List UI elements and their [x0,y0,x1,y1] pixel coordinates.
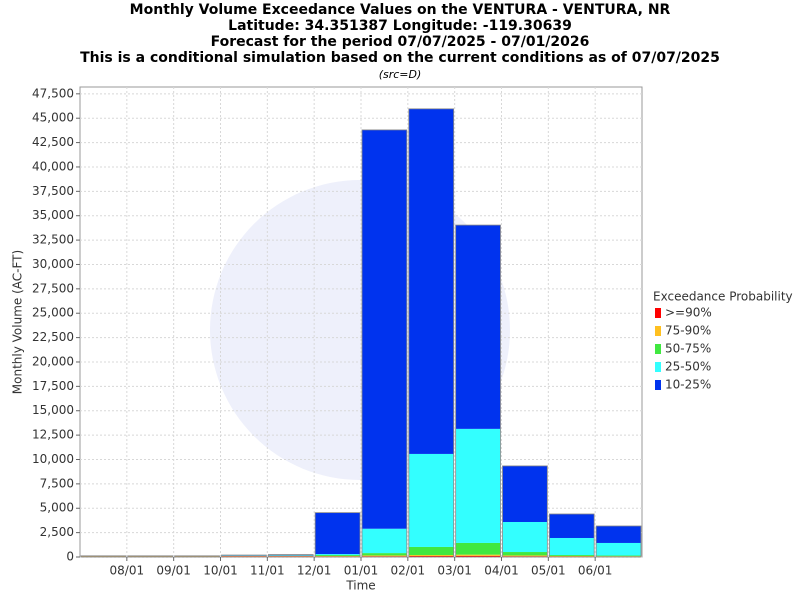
bar-segment [455,554,501,556]
bar-segment [315,554,360,556]
bar-outline [361,129,408,558]
x-axis-label: Time [345,579,375,593]
bar-segment [408,555,454,557]
x-tick-label: 12/01 [297,564,332,578]
bar-segment [596,525,641,543]
legend-label: 75-90% [665,324,711,338]
bar-outline [127,555,174,558]
legend-label: >=90% [665,306,712,320]
bar-segment [362,555,407,557]
bar-segment [549,555,595,557]
bar-segment [549,513,595,538]
y-tick-label: 17,500 [32,379,74,393]
bar-outline [174,555,220,558]
bar-segment [596,542,641,556]
bar-segment [315,555,360,557]
x-tick-label: 02/01 [391,564,426,578]
bar-outline [455,224,501,558]
y-tick-label: 15,000 [32,403,74,417]
bar-segment [408,453,454,547]
title-line: Forecast for the period 07/07/2025 - 07/… [211,34,590,50]
bar-segment [502,465,548,522]
bar-segment [502,555,548,557]
x-tick-label: 11/01 [250,564,285,578]
bar-segment [455,225,501,429]
y-tick-label: 12,500 [32,428,74,442]
bar-outline [408,108,455,558]
bar-outline [267,554,314,558]
legend-swatch [655,326,661,336]
y-tick-label: 10,000 [32,452,74,466]
bar-segment [455,555,501,557]
chart-title: Monthly Volume Exceedance Values on the … [130,2,671,18]
x-tick-label: 06/01 [578,564,613,578]
bar-outline [502,465,548,558]
y-tick-label: 35,000 [32,208,74,222]
legend-swatch [655,362,661,372]
bar-outline [80,555,127,558]
bar-segment [362,528,407,554]
x-tick-label: 03/01 [437,564,472,578]
x-tick-label: 09/01 [156,564,191,578]
bar-segment [408,108,454,454]
y-tick-label: 27,500 [32,281,74,295]
bar-outline [221,554,267,558]
bar-segment [315,512,360,555]
legend-swatch [655,308,661,318]
y-tick-label: 22,500 [32,330,74,344]
legend-label: 50-75% [665,342,711,356]
bar-outline [548,513,595,558]
bar-segment [408,556,454,557]
bar-outline [595,525,642,558]
y-tick-label: 25,000 [32,306,74,320]
legend-label: 25-50% [665,360,711,374]
y-tick-label: 37,500 [32,184,74,198]
bar-outline [314,512,361,558]
x-tick-label: 05/01 [531,564,566,578]
bar-segment [455,542,501,555]
y-tick-label: 32,500 [32,233,74,247]
x-tick-label: 10/01 [203,564,238,578]
subtitle: (src=D) [379,68,422,81]
y-tick-label: 40,000 [32,159,74,173]
bar-segment [596,555,641,557]
bar-segment [408,546,454,556]
y-tick-label: 5,000 [40,501,74,515]
x-tick-label: 04/01 [484,564,519,578]
y-tick-label: 2,500 [40,525,74,539]
x-tick-label: 08/01 [110,564,145,578]
bar-segment [549,537,595,556]
y-tick-label: 7,500 [40,476,74,490]
y-tick-label: 30,000 [32,257,74,271]
bar-segment [502,521,548,553]
title-line: This is a conditional simulation based o… [80,50,720,66]
y-axis-label: Monthly Volume (AC-FT) [11,250,25,394]
title-line: Latitude: 34.351387 Longitude: -119.3063… [228,18,572,34]
y-tick-label: 45,000 [32,111,74,125]
legend-title: Exceedance Probability [653,290,793,304]
y-tick-label: 42,500 [32,135,74,149]
legend-swatch [655,344,661,354]
bar-segment [502,552,548,556]
bar-segment [362,553,407,556]
bar-segment [362,129,407,529]
y-tick-label: 20,000 [32,354,74,368]
y-tick-label: 47,500 [32,86,74,100]
y-tick-label: 0 [66,550,74,564]
bar-segment [455,428,501,543]
legend-label: 10-25% [665,378,711,392]
legend-swatch [655,380,661,390]
x-tick-label: 01/01 [344,564,379,578]
